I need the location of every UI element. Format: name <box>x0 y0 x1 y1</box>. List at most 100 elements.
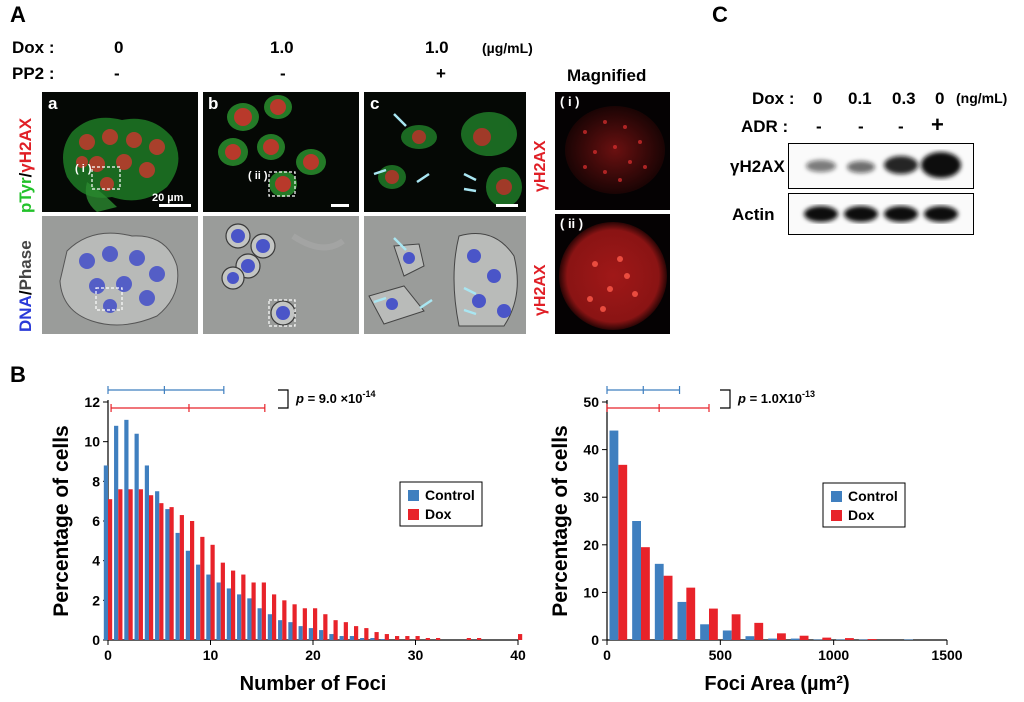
bar-dox <box>641 547 650 640</box>
bar-control <box>632 521 641 640</box>
x-axis-label: Foci Area (µm²) <box>704 673 849 695</box>
bar-dox <box>709 608 718 640</box>
legend-entry: Dox <box>425 506 452 522</box>
bar-control <box>165 509 170 640</box>
bar-control <box>196 564 201 640</box>
image-b-fluorescence <box>203 92 359 212</box>
bar-dox <box>333 620 338 640</box>
y-tick-label: 20 <box>583 537 599 553</box>
p-value-label: p = 1.0X10-13 <box>737 389 815 406</box>
image-c-phase <box>364 216 526 334</box>
magnified-label: Magnified <box>567 66 647 85</box>
legend-swatch <box>408 509 419 520</box>
bar-dox <box>190 521 195 640</box>
bar-control <box>700 624 709 640</box>
bar-dox <box>374 632 379 640</box>
bar-dox <box>384 634 389 640</box>
y-tick-label: 4 <box>92 553 100 569</box>
bar-dox <box>477 638 482 640</box>
bar-dox <box>272 594 277 640</box>
image-c-fluorescence <box>364 92 526 212</box>
blot-actin <box>788 193 974 235</box>
c-dox-label: Dox : <box>752 89 795 108</box>
x-tick-label: 0 <box>104 647 112 663</box>
bar-dox <box>179 515 184 640</box>
subpanel-label-c: c <box>370 94 380 113</box>
c-dox-0: 0 <box>813 89 823 108</box>
image-a-fluorescence <box>42 92 198 212</box>
bar-control <box>298 626 303 640</box>
bar-dox <box>436 638 441 640</box>
c-dox-1: 0.1 <box>848 89 872 108</box>
magnified-label-ii: ( ii ) <box>560 216 584 231</box>
c-adr-3: + <box>931 112 944 137</box>
y-tick-label: 50 <box>583 394 599 410</box>
dox-label: Dox : <box>12 38 55 57</box>
legend-swatch <box>831 491 842 502</box>
bar-control <box>206 574 211 640</box>
legend-swatch <box>831 510 842 521</box>
bar-control <box>216 582 221 640</box>
pp2-value-c: + <box>436 64 446 83</box>
bar-dox <box>282 600 287 640</box>
y-tick-label: 40 <box>583 442 599 458</box>
y-tick-label: 30 <box>583 489 599 505</box>
x-tick-label: 1500 <box>931 647 962 663</box>
y-axis-label: Percentage of cells <box>50 425 73 616</box>
c-adr-1: - <box>858 117 864 136</box>
magnified-label-i: ( i ) <box>560 94 580 109</box>
bar-dox <box>108 499 113 640</box>
y-tick-label: 10 <box>84 434 100 450</box>
bar-control <box>768 638 777 640</box>
bar-dox <box>302 608 307 640</box>
bar-control <box>237 594 242 640</box>
subpanel-label-a: a <box>48 94 58 113</box>
legend: Control Dox <box>822 482 906 528</box>
x-tick-label: 20 <box>305 647 321 663</box>
band-label-actin: Actin <box>732 205 775 224</box>
y-tick-label: 12 <box>84 394 100 410</box>
bar-dox <box>292 604 297 640</box>
bar-control <box>380 639 385 640</box>
bar-dox <box>518 634 523 640</box>
x-tick-label: 500 <box>709 647 733 663</box>
bar-control <box>134 433 139 640</box>
bar-dox <box>663 575 673 640</box>
c-adr-0: - <box>816 117 822 136</box>
dox-value-c: 1.0 <box>425 38 449 57</box>
significance-bracket <box>720 389 731 409</box>
dox-value-b: 1.0 <box>270 38 294 57</box>
chart-number-of-foci: 0 2 4 6 8 10 12 0 10 20 30 40 p = 9.0 ×10-14 Control D… <box>50 386 526 695</box>
bar-control <box>175 532 180 640</box>
stain-label-bottom: DNA/Phase <box>16 240 35 332</box>
bar-control <box>267 614 272 640</box>
bar-dox <box>231 570 236 640</box>
bar-dox <box>313 608 318 640</box>
bar-dox <box>364 628 369 640</box>
scale-bar-label: 20 µm <box>152 192 184 204</box>
c-dox-3: 0 <box>935 89 945 108</box>
bar-control <box>329 634 334 640</box>
blot-gh2ax <box>788 143 974 189</box>
inset-label-i: ( i ) <box>75 163 92 175</box>
mag-stain-label-i: γH2AX <box>532 140 549 192</box>
magnified-image-i <box>555 92 670 210</box>
pp2-label: PP2 : <box>12 64 55 83</box>
bar-dox <box>323 614 328 640</box>
bar-control <box>185 550 190 640</box>
legend-entry: Control <box>848 488 898 504</box>
y-tick-label: 8 <box>92 473 100 489</box>
bar-dox <box>867 639 877 640</box>
bar-control <box>654 563 664 640</box>
image-b-phase <box>203 216 359 334</box>
bar-dox <box>822 637 832 640</box>
bar-control <box>319 630 324 640</box>
legend-swatch <box>408 490 419 501</box>
bar-dox <box>241 574 246 640</box>
inset-label-ii: ( ii ) <box>248 170 268 182</box>
bar-dox <box>118 489 123 640</box>
bar-dox <box>731 614 741 640</box>
bar-control <box>360 638 365 640</box>
bar-dox <box>845 638 854 640</box>
